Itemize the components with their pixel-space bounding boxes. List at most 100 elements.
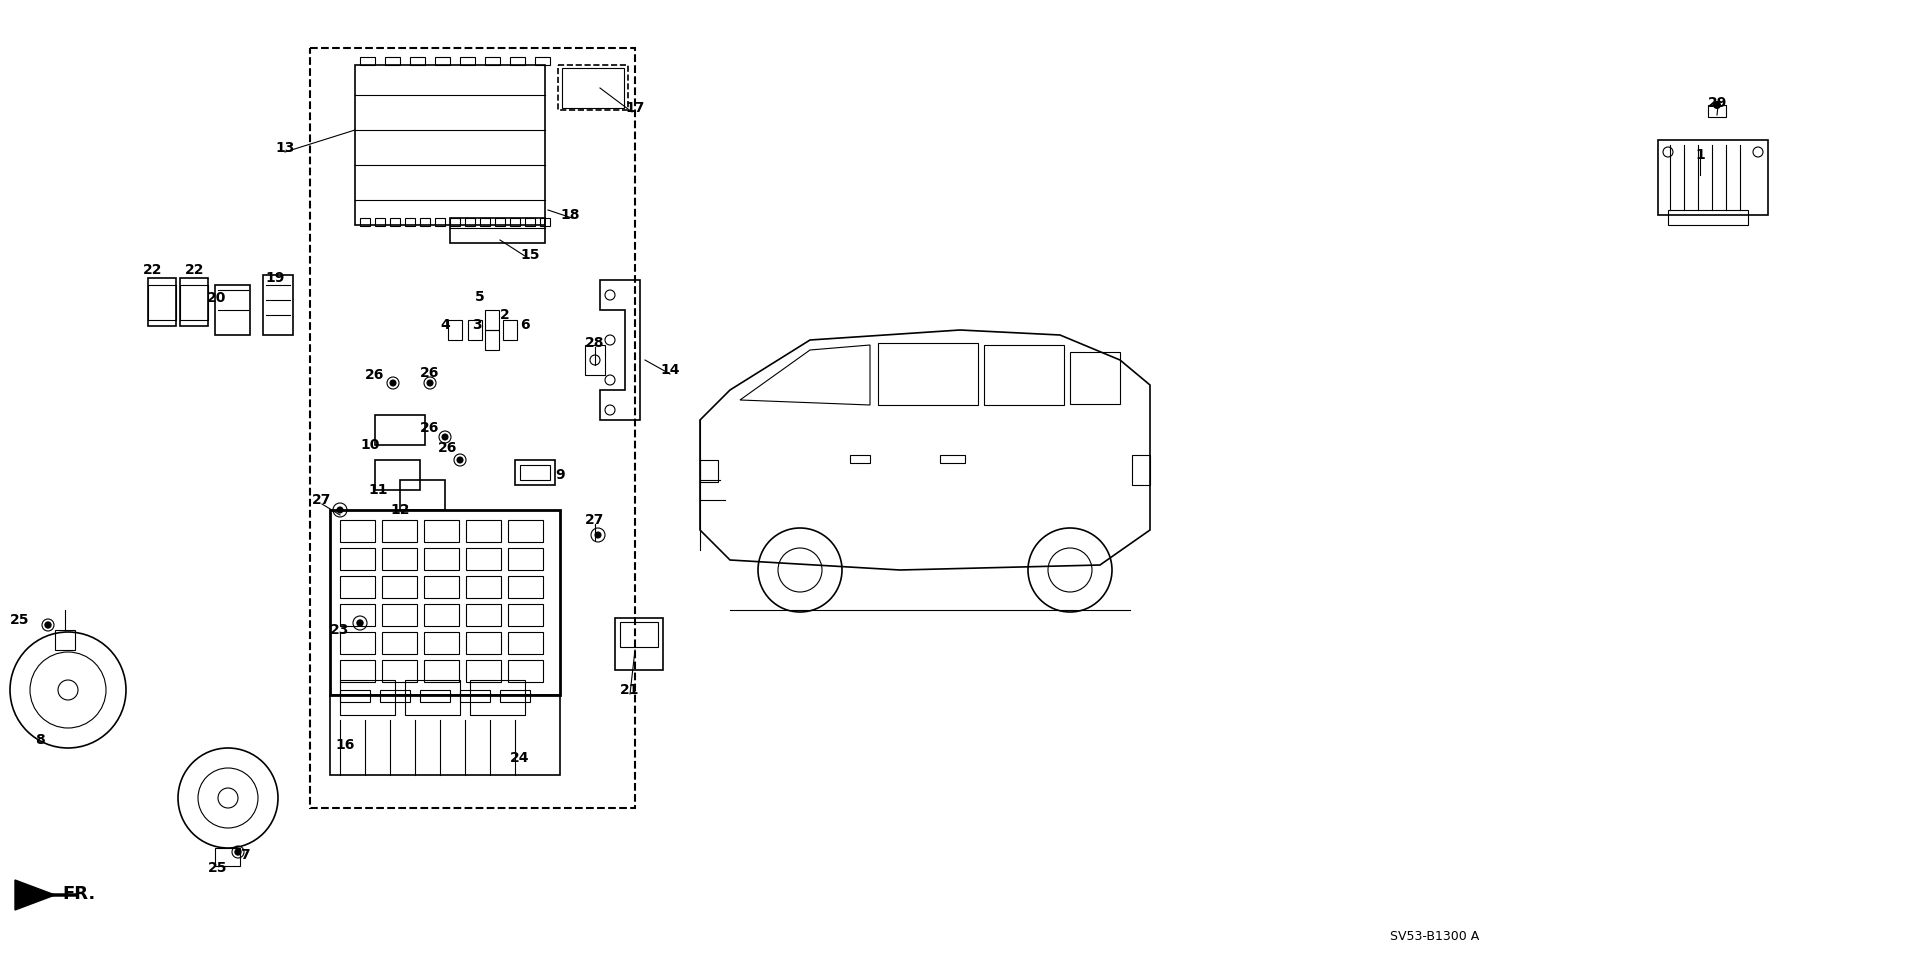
- Text: 28: 28: [586, 336, 605, 350]
- Bar: [941, 455, 966, 463]
- Text: 14: 14: [660, 363, 680, 377]
- Text: 2: 2: [499, 308, 511, 322]
- Bar: [509, 632, 543, 654]
- Bar: [499, 690, 530, 702]
- Circle shape: [44, 622, 52, 628]
- Circle shape: [426, 380, 434, 386]
- Text: 7: 7: [240, 848, 250, 862]
- Bar: [411, 57, 424, 65]
- Text: 19: 19: [265, 271, 284, 285]
- Text: 5: 5: [474, 290, 486, 304]
- Bar: [467, 520, 501, 542]
- Bar: [424, 576, 459, 598]
- Bar: [540, 218, 549, 226]
- Text: 10: 10: [361, 438, 380, 452]
- Text: 24: 24: [511, 751, 530, 765]
- Bar: [340, 576, 374, 598]
- Bar: [480, 218, 490, 226]
- Text: 3: 3: [472, 318, 482, 332]
- Bar: [215, 848, 240, 866]
- Bar: [486, 330, 499, 350]
- Bar: [447, 320, 463, 340]
- Text: 26: 26: [438, 441, 457, 455]
- Text: 26: 26: [420, 421, 440, 435]
- Text: 21: 21: [620, 683, 639, 697]
- Text: 25: 25: [207, 861, 228, 875]
- Bar: [424, 604, 459, 626]
- Bar: [436, 57, 449, 65]
- Bar: [361, 57, 374, 65]
- Bar: [467, 548, 501, 570]
- Bar: [509, 520, 543, 542]
- Bar: [374, 218, 386, 226]
- Bar: [382, 660, 417, 682]
- Bar: [390, 218, 399, 226]
- Bar: [424, 520, 459, 542]
- Bar: [511, 218, 520, 226]
- Bar: [461, 57, 474, 65]
- Bar: [1659, 140, 1768, 215]
- Bar: [180, 278, 207, 326]
- Bar: [851, 455, 870, 463]
- Text: 4: 4: [440, 318, 449, 332]
- Bar: [495, 218, 505, 226]
- Bar: [503, 320, 516, 340]
- Text: 27: 27: [313, 493, 332, 507]
- Bar: [382, 576, 417, 598]
- Bar: [465, 218, 474, 226]
- Text: 9: 9: [555, 468, 564, 482]
- Bar: [382, 548, 417, 570]
- Bar: [309, 48, 636, 808]
- Text: 26: 26: [365, 368, 384, 382]
- Text: 6: 6: [520, 318, 530, 332]
- Bar: [382, 632, 417, 654]
- Text: 25: 25: [10, 613, 29, 627]
- Text: 8: 8: [35, 733, 44, 747]
- Bar: [509, 604, 543, 626]
- Bar: [511, 57, 524, 65]
- Text: 11: 11: [369, 483, 388, 497]
- Bar: [436, 218, 445, 226]
- Bar: [467, 576, 501, 598]
- Bar: [361, 218, 371, 226]
- Bar: [330, 695, 561, 775]
- Text: SV53-B1300 A: SV53-B1300 A: [1390, 929, 1480, 943]
- Bar: [340, 632, 374, 654]
- Text: 12: 12: [390, 503, 409, 517]
- Text: 26: 26: [420, 366, 440, 380]
- Bar: [509, 660, 543, 682]
- Text: 20: 20: [207, 291, 227, 305]
- Bar: [515, 460, 555, 485]
- Bar: [509, 576, 543, 598]
- Bar: [449, 218, 545, 243]
- Bar: [449, 218, 461, 226]
- Text: 15: 15: [520, 248, 540, 262]
- Bar: [263, 275, 294, 335]
- Text: 1: 1: [1695, 148, 1705, 162]
- Bar: [983, 345, 1064, 405]
- Bar: [382, 520, 417, 542]
- Text: 22: 22: [184, 263, 205, 277]
- Circle shape: [457, 457, 463, 463]
- Bar: [486, 310, 499, 330]
- Bar: [563, 68, 624, 108]
- Bar: [470, 680, 524, 715]
- Text: FR.: FR.: [61, 885, 96, 903]
- Circle shape: [442, 434, 447, 440]
- Bar: [340, 520, 374, 542]
- Circle shape: [595, 532, 601, 538]
- Bar: [405, 218, 415, 226]
- Bar: [524, 218, 536, 226]
- Bar: [467, 604, 501, 626]
- Bar: [340, 604, 374, 626]
- Bar: [424, 548, 459, 570]
- Bar: [468, 320, 482, 340]
- Bar: [148, 278, 177, 326]
- Text: 29: 29: [1709, 96, 1728, 110]
- Bar: [620, 622, 659, 647]
- Text: 13: 13: [275, 141, 294, 155]
- Bar: [1668, 210, 1747, 225]
- Bar: [467, 632, 501, 654]
- Bar: [461, 690, 490, 702]
- Bar: [520, 465, 549, 480]
